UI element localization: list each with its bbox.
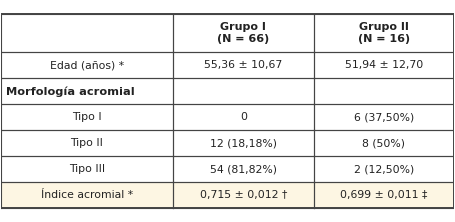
Bar [1, 156, 173, 182]
Text: Edad (años) *: Edad (años) * [50, 60, 124, 70]
Text: 6 (37,50%): 6 (37,50%) [354, 112, 414, 122]
Bar [313, 104, 454, 130]
Bar [313, 130, 454, 156]
Bar [313, 156, 454, 182]
Text: 0,715 ± 0,012 †: 0,715 ± 0,012 † [200, 190, 287, 200]
Text: 0,699 ± 0,011 ‡: 0,699 ± 0,011 ‡ [340, 190, 428, 200]
Text: 8 (50%): 8 (50%) [363, 138, 405, 148]
Bar [173, 156, 313, 182]
Text: Grupo I
(N = 66): Grupo I (N = 66) [217, 22, 269, 44]
Bar [313, 14, 454, 52]
Text: Tipo II: Tipo II [71, 138, 103, 148]
Bar [173, 130, 313, 156]
Bar [1, 14, 454, 208]
Bar [1, 182, 173, 208]
Bar [173, 78, 313, 104]
Text: Morfología acromial: Morfología acromial [6, 86, 135, 97]
Bar [1, 130, 173, 156]
Bar [313, 182, 454, 208]
Text: 51,94 ± 12,70: 51,94 ± 12,70 [345, 60, 423, 70]
Text: 12 (18,18%): 12 (18,18%) [210, 138, 277, 148]
Bar [313, 52, 454, 78]
Text: Grupo II
(N = 16): Grupo II (N = 16) [358, 22, 410, 44]
Text: 0: 0 [240, 112, 247, 122]
Text: 2 (12,50%): 2 (12,50%) [354, 164, 414, 174]
Bar [173, 14, 313, 52]
Bar [173, 52, 313, 78]
Bar [1, 104, 173, 130]
Bar [1, 52, 173, 78]
Text: 55,36 ± 10,67: 55,36 ± 10,67 [204, 60, 283, 70]
Text: Índice acromial *: Índice acromial * [41, 190, 133, 200]
Bar [1, 14, 173, 52]
Text: 54 (81,82%): 54 (81,82%) [210, 164, 277, 174]
Text: Tipo III: Tipo III [69, 164, 105, 174]
Bar [1, 78, 173, 104]
Bar [173, 104, 313, 130]
Text: Tipo I: Tipo I [72, 112, 102, 122]
Bar [173, 182, 313, 208]
Bar [313, 78, 454, 104]
